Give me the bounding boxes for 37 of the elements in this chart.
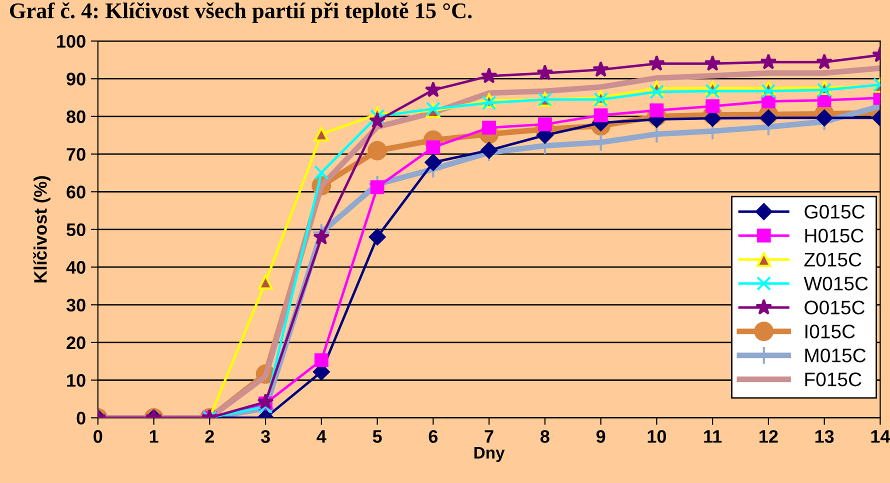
chart-title: Graf č. 4: Klíčivost všech partií při teplotě 15 °C.: [10, 2, 472, 23]
y-tick-label: 50: [66, 223, 86, 236]
y-tick-label: 30: [66, 298, 86, 312]
legend-label: H015C: [805, 228, 864, 243]
x-tick-label: 1: [150, 430, 158, 443]
x-tick-label: 8: [540, 430, 550, 443]
x-tick-label: 2: [205, 430, 214, 443]
legend-label: O015C: [804, 300, 865, 314]
legend-label: G015C: [804, 204, 865, 219]
x-axis-title: Dny: [474, 447, 505, 462]
x-tick-label: 14: [871, 430, 890, 443]
y-tick-label: 40: [66, 261, 86, 274]
y-tick-label: 90: [66, 72, 86, 86]
x-tick-label: 13: [815, 430, 834, 443]
legend-label: Z015C: [804, 252, 862, 267]
y-tick-label: 10: [67, 374, 86, 387]
x-tick-label: 7: [484, 430, 494, 443]
x-tick-label: 6: [428, 430, 438, 443]
x-tick-label: 9: [596, 430, 606, 443]
y-tick-label: 60: [66, 186, 86, 198]
y-axis-title: Klíčivost (%): [33, 176, 50, 282]
y-tick-label: 70: [66, 148, 86, 161]
x-tick-label: 10: [648, 430, 666, 443]
legend-label: W015C: [804, 276, 868, 290]
legend-label: I015C: [806, 324, 855, 338]
x-tick-label: 4: [316, 430, 326, 443]
x-tick-label: 5: [372, 430, 382, 443]
x-tick-label: 0: [94, 430, 102, 443]
y-tick-label: 100: [57, 34, 86, 48]
x-tick-label: 3: [260, 430, 270, 443]
legend-label: M015C: [805, 348, 866, 362]
legend-label: F015C: [805, 372, 862, 386]
x-tick-label: 12: [760, 430, 778, 443]
x-tick-label: 11: [704, 430, 722, 443]
y-tick-label: 80: [66, 110, 86, 124]
y-tick-label: 0: [76, 412, 86, 425]
y-tick-label: 20: [66, 336, 86, 350]
